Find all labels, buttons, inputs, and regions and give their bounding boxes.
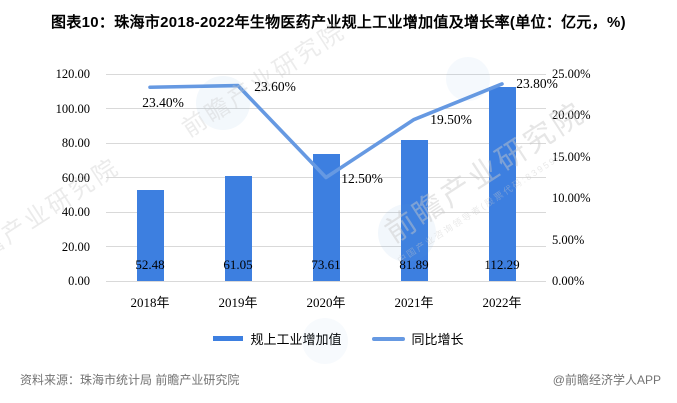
line-point-label: 23.60% bbox=[254, 78, 296, 94]
x-axis-label: 2020年 bbox=[306, 295, 346, 310]
bar bbox=[488, 87, 516, 281]
x-axis-label: 2018年 bbox=[130, 295, 170, 310]
y-axis-tick-right: 10.00% bbox=[552, 191, 591, 206]
y-axis-tick-right: 0.00% bbox=[552, 274, 585, 288]
line-series-swatch bbox=[371, 336, 405, 341]
legend: 规上工业增加值 同比增长 bbox=[0, 329, 677, 348]
bar-value-label: 112.29 bbox=[484, 257, 520, 272]
y-axis-tick-right: 20.00% bbox=[552, 108, 591, 123]
gridline bbox=[106, 73, 546, 75]
y-axis-tick-left: 100.00 bbox=[55, 101, 90, 116]
bar-value-label: 52.48 bbox=[135, 257, 165, 272]
y-axis-tick-left: 60.00 bbox=[61, 170, 90, 185]
line-point-label: 23.80% bbox=[516, 75, 558, 91]
line-point-label: 12.50% bbox=[341, 170, 383, 186]
bar bbox=[224, 175, 252, 281]
legend-label-line: 同比增长 bbox=[411, 332, 464, 347]
line-point-label: 19.50% bbox=[430, 111, 472, 127]
y-axis-tick-right: 15.00% bbox=[552, 149, 591, 164]
x-axis-label: 2022年 bbox=[482, 295, 522, 310]
bar-series-swatch bbox=[213, 336, 244, 341]
y-axis-tick-right: 5.00% bbox=[552, 232, 585, 247]
legend-label-bar: 规上工业增加值 bbox=[250, 332, 342, 347]
y-axis-tick-right: 25.00% bbox=[552, 67, 591, 81]
y-axis-tick-left: 80.00 bbox=[61, 136, 90, 150]
y-axis-tick-left: 120.00 bbox=[55, 67, 90, 81]
gridline bbox=[106, 280, 546, 282]
x-axis-label: 2019年 bbox=[218, 295, 258, 310]
legend-item-line: 同比增长 bbox=[371, 329, 464, 348]
chart-title: 图表10：珠海市2018-2022年生物医药产业规上工业增加值及增长率(单位：亿… bbox=[51, 14, 626, 31]
bar-value-label: 61.05 bbox=[223, 257, 253, 272]
app-credit: @前瞻经济学人APP bbox=[552, 373, 661, 387]
bar-value-label: 73.61 bbox=[311, 257, 341, 272]
source-note: 资料来源：珠海市统计局 前瞻产业研究院 bbox=[20, 373, 240, 387]
x-axis-label: 2021年 bbox=[394, 295, 434, 310]
legend-item-bar: 规上工业增加值 bbox=[213, 329, 342, 348]
y-axis-tick-left: 20.00 bbox=[61, 239, 90, 254]
line-point-label: 23.40% bbox=[142, 95, 184, 111]
gridline bbox=[106, 142, 546, 144]
y-axis-tick-left: 40.00 bbox=[61, 205, 90, 219]
bar-value-label: 81.89 bbox=[399, 257, 429, 272]
y-axis-tick-left: 0.00 bbox=[68, 274, 90, 288]
bar bbox=[136, 190, 164, 281]
